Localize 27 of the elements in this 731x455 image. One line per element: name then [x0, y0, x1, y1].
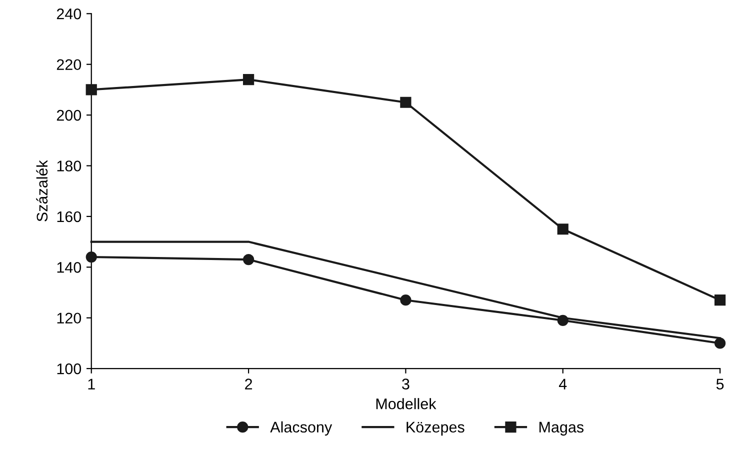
x-tick-label: 2	[245, 378, 252, 390]
x-tick-label: 1	[88, 378, 95, 390]
y-tick-label: 120	[57, 312, 82, 324]
y-tick-label: 160	[57, 211, 82, 222]
point	[557, 224, 568, 235]
x-tick-label: 4	[558, 378, 567, 390]
y-tick-label: 220	[56, 59, 82, 70]
point	[86, 84, 97, 96]
y-tick-label: 180	[57, 160, 82, 172]
legend-label: Magas	[539, 422, 584, 436]
legend-label: Közepes	[406, 422, 464, 436]
point	[86, 251, 97, 263]
y-tick-label: 100	[57, 363, 82, 374]
point	[242, 254, 254, 266]
y-tick-label: 140	[57, 262, 82, 273]
x-tick-label: 3	[402, 378, 410, 390]
point	[714, 338, 726, 349]
x-axis-title: Modellek	[376, 398, 436, 410]
y-tick-label: 200	[56, 110, 82, 121]
point	[400, 294, 412, 306]
y-axis-title: Százalék	[36, 160, 48, 222]
y-tick-label: 240	[56, 8, 82, 20]
point	[242, 74, 254, 86]
x-tick-label: 5	[716, 378, 724, 390]
point	[714, 294, 726, 306]
legend-label: Alacsony	[270, 421, 332, 436]
point	[400, 96, 412, 108]
